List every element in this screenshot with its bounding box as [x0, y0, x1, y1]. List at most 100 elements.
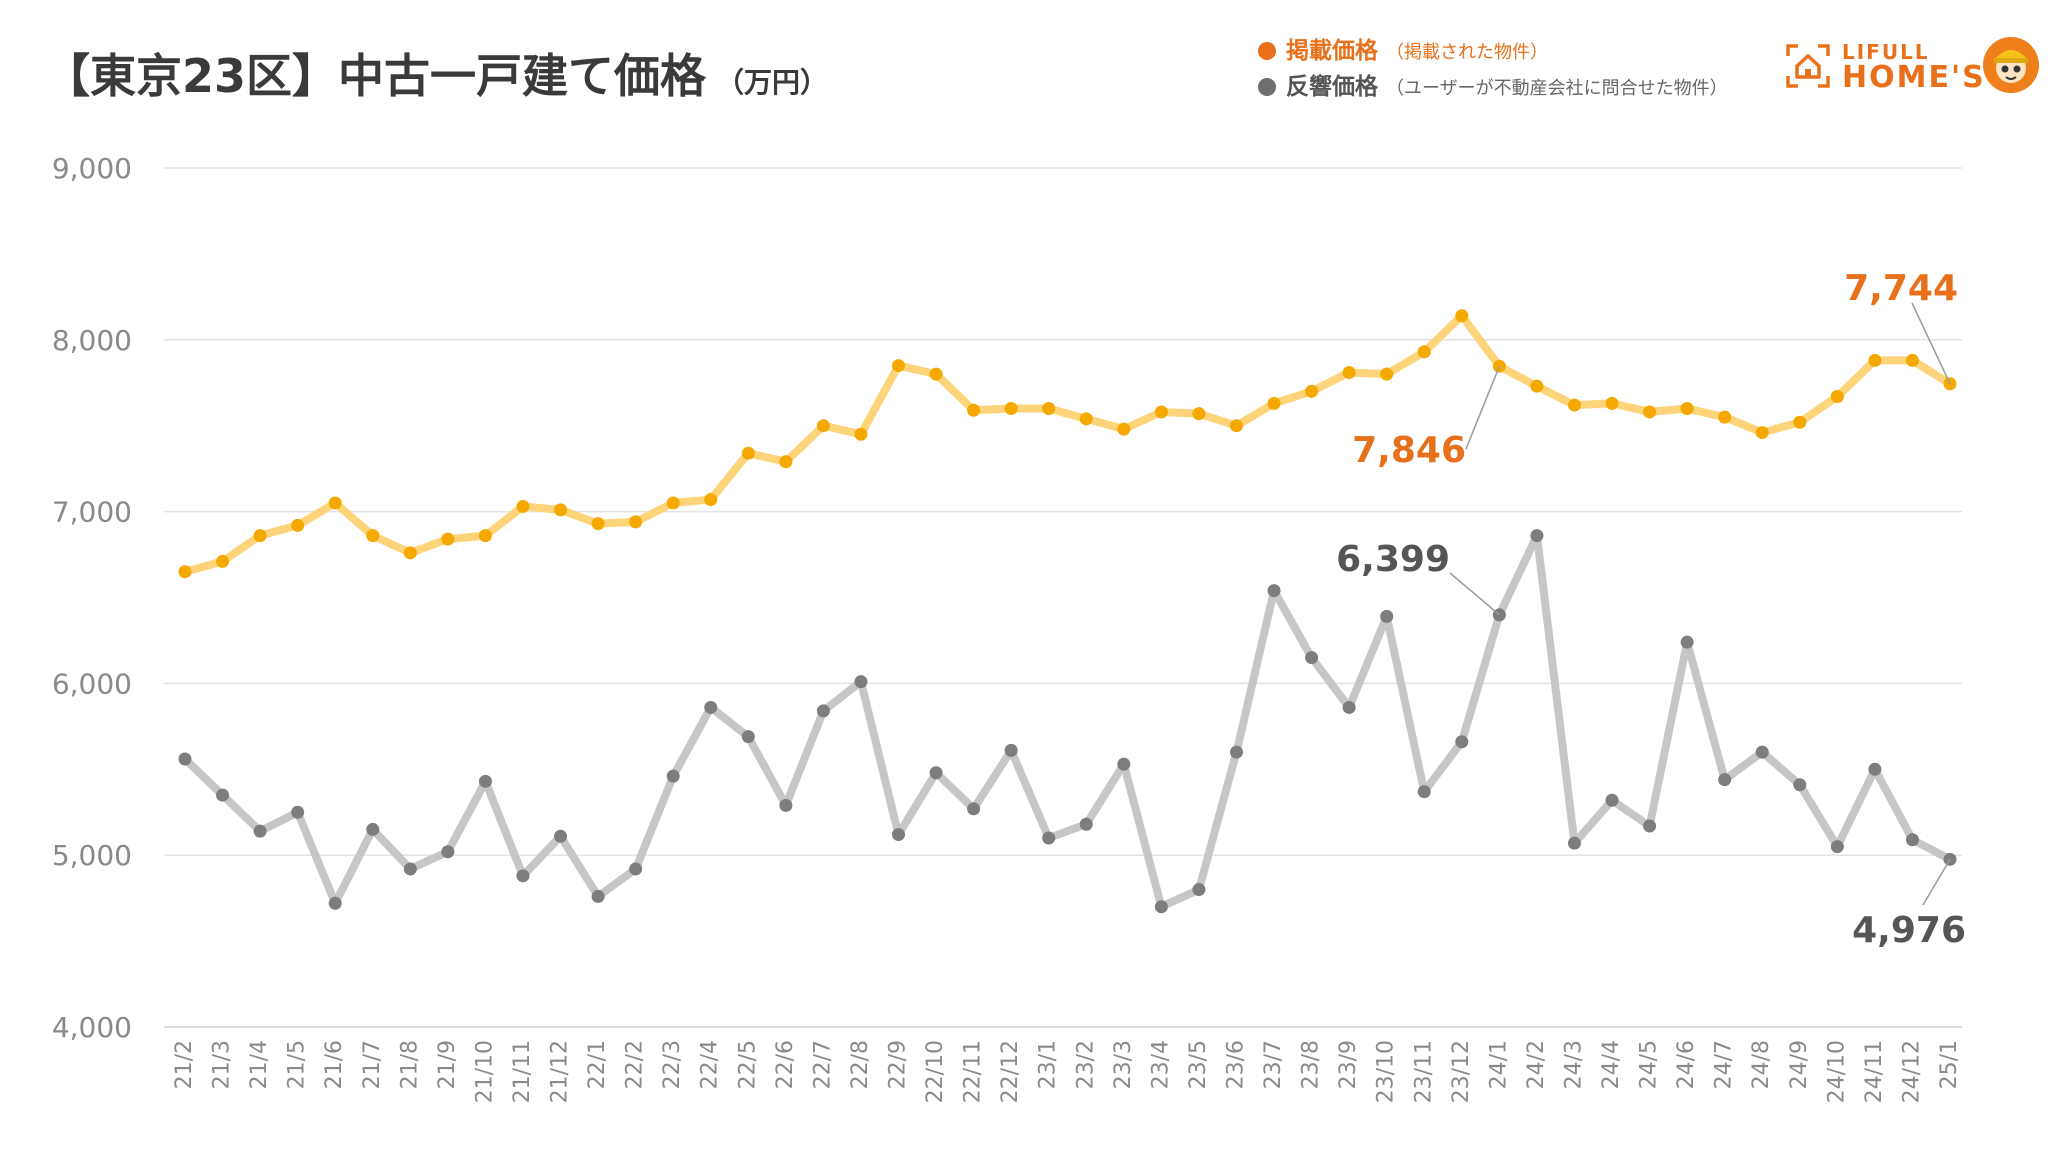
data-point [1605, 396, 1619, 410]
data-point [816, 704, 830, 718]
data-point [291, 518, 305, 532]
data-point [929, 367, 943, 381]
x-tick-label: 24/7 [1712, 1040, 1737, 1089]
data-point [516, 499, 530, 513]
x-tick-label: 24/8 [1749, 1040, 1774, 1089]
data-point [1830, 389, 1844, 403]
x-tick-label: 22/10 [923, 1040, 948, 1103]
data-point [1305, 651, 1319, 665]
x-tick-label: 23/2 [1073, 1040, 1098, 1089]
x-tick-label: 21/10 [472, 1040, 497, 1103]
x-tick-label: 22/3 [660, 1040, 685, 1089]
x-tick-label: 23/11 [1411, 1040, 1436, 1103]
data-point [1680, 635, 1694, 649]
x-tick-label: 24/5 [1637, 1040, 1662, 1089]
x-tick-label: 22/5 [735, 1040, 760, 1089]
x-tick-label: 21/6 [322, 1040, 347, 1089]
data-point [441, 845, 455, 859]
data-point [1643, 405, 1657, 419]
data-point [1755, 745, 1769, 759]
data-point [1154, 900, 1168, 914]
data-point [1868, 762, 1882, 776]
lifull-homes-logo: LIFULL HOME'S [1786, 37, 2039, 104]
data-point [216, 788, 230, 802]
data-point [591, 517, 605, 531]
data-point [1530, 379, 1544, 393]
x-tick-label: 24/1 [1486, 1040, 1511, 1089]
y-tick-label: 7,000 [52, 496, 132, 529]
data-point [1417, 345, 1431, 359]
x-tick-label: 22/12 [998, 1040, 1023, 1103]
title-unit: （万円） [716, 66, 829, 99]
x-tick-label: 22/6 [773, 1040, 798, 1089]
y-tick-label: 8,000 [52, 324, 132, 357]
data-point [591, 889, 605, 903]
legend-dot-inquiry [1258, 78, 1276, 96]
data-point [1455, 735, 1469, 749]
x-tick-label: 21/3 [210, 1040, 235, 1089]
data-point [704, 493, 718, 507]
data-point [1530, 529, 1544, 543]
legend-name-inquiry: 反響価格 [1286, 74, 1378, 100]
data-point [253, 824, 267, 838]
data-point [516, 869, 530, 883]
data-point [1793, 415, 1807, 429]
data-point [1042, 402, 1056, 416]
x-tick-label: 24/12 [1899, 1040, 1924, 1103]
data-point [704, 700, 718, 714]
data-point [1417, 785, 1431, 799]
data-point [854, 675, 868, 689]
data-point [216, 554, 230, 568]
data-point [1567, 836, 1581, 850]
x-tick-label: 21/7 [360, 1040, 385, 1089]
y-tick-label: 5,000 [52, 839, 132, 872]
data-point [666, 769, 680, 783]
data-point [1868, 353, 1882, 367]
data-point [1079, 817, 1093, 831]
data-point [1079, 412, 1093, 426]
data-point [1755, 426, 1769, 440]
x-tick-label: 21/5 [285, 1040, 310, 1089]
data-point [1004, 402, 1018, 416]
x-tick-label: 23/5 [1186, 1040, 1211, 1089]
data-point [1605, 793, 1619, 807]
data-point [1117, 422, 1131, 436]
legend-note-listing: （掲載された物件） [1386, 42, 1548, 63]
logo-text-homes: HOME'S [1842, 60, 1986, 95]
annotation-leader [1465, 365, 1501, 450]
data-point [253, 529, 267, 543]
data-point [892, 828, 906, 842]
title-text: 【東京23区】中古一戸建て価格 [44, 49, 707, 103]
data-point [1229, 745, 1243, 759]
data-point [1267, 584, 1281, 598]
data-point [666, 496, 680, 510]
x-tick-label: 23/12 [1449, 1040, 1474, 1103]
data-point [1042, 831, 1056, 845]
data-point [328, 896, 342, 910]
data-point [1342, 365, 1356, 379]
x-tick-label: 21/9 [435, 1040, 460, 1089]
x-tick-label: 23/10 [1374, 1040, 1399, 1103]
data-point [967, 802, 981, 816]
x-tick-label: 24/4 [1599, 1040, 1624, 1089]
x-tick-label: 22/8 [848, 1040, 873, 1089]
data-point [366, 529, 380, 543]
data-point [1567, 398, 1581, 412]
x-tick-label: 25/1 [1937, 1040, 1962, 1089]
data-point [1905, 833, 1919, 847]
legend: 掲載価格 （掲載された物件） 反響価格 （ユーザーが不動産会社に問合せた物件） [1258, 34, 1728, 106]
data-point [1154, 405, 1168, 419]
data-point [1004, 743, 1018, 757]
x-tick-label: 23/3 [1111, 1040, 1136, 1089]
data-point [1380, 367, 1394, 381]
data-point [1680, 402, 1694, 416]
data-label: 7,846 [1352, 430, 1466, 471]
x-tick-label: 21/11 [510, 1040, 535, 1103]
x-tick-label: 22/4 [698, 1040, 723, 1089]
y-tick-label: 6,000 [52, 667, 132, 700]
data-point [967, 403, 981, 417]
data-point [403, 862, 417, 876]
data-point [741, 446, 755, 460]
data-point [1830, 840, 1844, 854]
data-point [892, 359, 906, 373]
